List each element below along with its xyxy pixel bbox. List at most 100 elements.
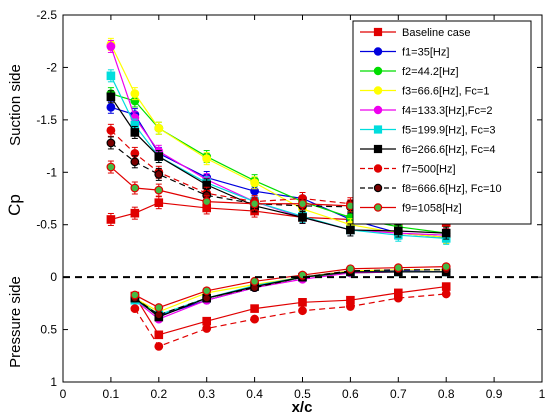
data-point (250, 276, 260, 286)
x-tick-label: 0.9 (486, 387, 503, 401)
data-point (106, 138, 116, 148)
data-point (373, 144, 383, 154)
data-point (393, 263, 403, 273)
series-line-lower (134, 285, 447, 336)
data-point (373, 125, 383, 134)
y-tick-label: -2 (46, 60, 57, 74)
data-point (202, 324, 212, 333)
data-point (106, 92, 116, 102)
y-tick-label: -0.5 (36, 218, 57, 232)
data-point (373, 47, 383, 56)
data-point (394, 226, 403, 236)
x-tick-label: 0.1 (103, 387, 120, 401)
legend-entry: f5=199.9[Hz], Fc=3 (402, 125, 496, 137)
y-tick-label: -2.5 (36, 8, 57, 22)
y-tick-label: -1.5 (36, 113, 57, 127)
legend-entry: f1=35[Hz] (402, 47, 449, 59)
x-tick-label: 0.3 (198, 387, 215, 401)
data-point (373, 27, 383, 37)
series-line-lower (134, 266, 447, 309)
data-point (250, 304, 259, 313)
legend-entry: f3=66.6[Hz], Fc=1 (402, 86, 489, 98)
pressure-side-label: Pressure side (7, 276, 24, 368)
series-line-lower (134, 293, 447, 348)
data-point (130, 183, 140, 193)
data-point (130, 208, 140, 218)
data-point (393, 293, 403, 303)
data-point (373, 164, 383, 173)
data-point (441, 289, 451, 299)
data-point (250, 199, 260, 209)
data-point (154, 152, 164, 161)
data-point (441, 262, 451, 272)
data-point (346, 264, 355, 274)
data-point (373, 105, 383, 115)
data-point (202, 316, 211, 326)
data-point (154, 185, 164, 195)
data-point (298, 213, 307, 222)
data-point (202, 197, 212, 207)
legend-box (352, 20, 532, 225)
legend-entry: f7=500[Hz] (402, 164, 456, 176)
x-tick-label: 0.5 (294, 387, 311, 401)
y-axis-label: Cp (5, 194, 24, 216)
legend-entry: f2=44.2[Hz] (402, 66, 459, 78)
data-point (130, 304, 140, 314)
axes-layer: 0 0.1 0.2 0.3 0.4 0.5 0.6 0.7 0.8 0.9 1 -2.5 -2 -1.5 -… (36, 8, 545, 401)
legend-entry: Baseline case (402, 27, 471, 39)
data-point (154, 310, 164, 320)
data-point (298, 298, 307, 307)
data-point (130, 89, 140, 99)
legend-entry: f8=666.6[Hz], Fc=10 (402, 183, 502, 195)
data-point (250, 314, 260, 324)
data-point (373, 183, 383, 193)
data-point (154, 198, 164, 207)
data-point (250, 178, 260, 188)
data-point (106, 215, 116, 224)
data-point (373, 86, 383, 95)
data-point (154, 169, 164, 179)
data-point (346, 225, 355, 235)
legend: Baseline case f1=35[Hz] f2=44.2[Hz] f3=66.6… (352, 20, 532, 225)
data-point (154, 330, 164, 340)
x-tick-label: 0.8 (438, 387, 455, 401)
x-tick-label: 0 (60, 387, 67, 401)
data-point (106, 162, 116, 172)
data-point (106, 42, 116, 51)
x-tick-label: 0.2 (150, 387, 167, 401)
data-point (373, 203, 383, 212)
data-point (202, 286, 212, 296)
legend-entry: f6=266.6[Hz], Fc=4 (402, 144, 496, 156)
data-point (106, 102, 116, 112)
x-tick-label: 0.4 (246, 387, 263, 401)
data-point (298, 199, 307, 209)
y-tick-label: -1 (46, 165, 57, 179)
suction-side-label: Suction side (7, 64, 24, 146)
x-axis-label: x/c (292, 399, 313, 416)
data-point (154, 123, 164, 133)
data-point (202, 154, 212, 164)
x-tick-label: 1 (539, 387, 546, 401)
data-point (202, 293, 212, 303)
y-tick-label: 0 (50, 270, 57, 284)
data-point (130, 128, 140, 137)
legend-entry: f4=133.3[Hz],Fc=2 (402, 105, 493, 117)
data-point (106, 71, 116, 81)
data-point (130, 290, 140, 300)
data-point (154, 341, 164, 351)
y-tick-label: 1 (50, 375, 57, 389)
legend-entry: f9=1058[Hz] (402, 203, 462, 215)
x-tick-label: 0.7 (390, 387, 407, 401)
data-point (346, 302, 355, 311)
x-tick-label: 0.6 (342, 387, 359, 401)
data-point (130, 157, 140, 167)
data-point (441, 282, 451, 291)
data-point (373, 66, 383, 76)
data-point (298, 306, 307, 316)
series-line-lower (134, 269, 447, 316)
data-point (106, 125, 116, 135)
data-point (154, 303, 164, 312)
data-point (441, 228, 451, 238)
y-tick-label: 0.5 (40, 323, 57, 337)
